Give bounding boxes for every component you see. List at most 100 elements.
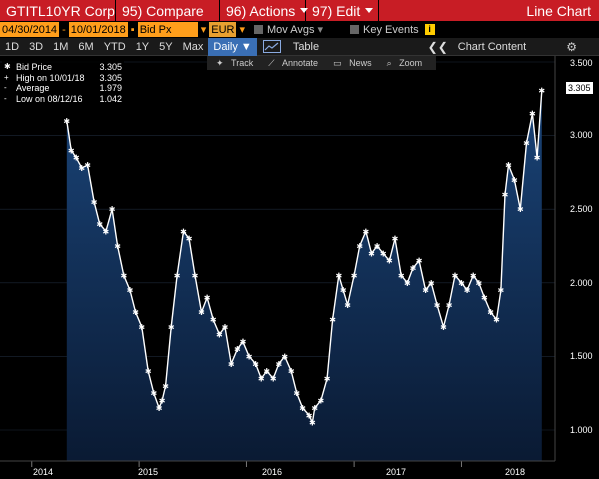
ticker-field[interactable]: GTITL10YR Corp	[0, 0, 116, 21]
data-point-marker: ✱	[68, 146, 75, 155]
range-max[interactable]: Max	[182, 40, 204, 53]
data-point-marker: ✱	[422, 286, 429, 295]
average-marker-icon: -	[4, 83, 7, 92]
legend-high-label: High on 10/01/18	[16, 72, 85, 83]
data-point-marker: ✱	[288, 367, 295, 376]
data-point-marker: ✱	[529, 110, 536, 119]
data-point-marker: ✱	[446, 301, 453, 310]
data-point-marker: ✱	[258, 374, 265, 383]
chevron-down-icon[interactable]: ▾	[200, 24, 207, 36]
x-tick-label: 2014	[33, 467, 54, 477]
data-point-marker: ✱	[517, 205, 524, 214]
data-point-marker: ✱	[502, 190, 509, 199]
compare-menu[interactable]: 95) Compare	[116, 0, 220, 21]
data-point-marker: ✱	[114, 242, 121, 251]
data-point-marker: ✱	[498, 286, 505, 295]
legend-avg-value: 1.979	[99, 83, 122, 93]
data-point-marker: ✱	[216, 330, 223, 339]
data-point-marker: ✱	[493, 316, 500, 325]
data-point-marker: ✱	[120, 271, 127, 280]
chart-area[interactable]: ✱ ✱ ✱ ✱ ✱ ✱ ✱ ✱ ✱ ✱ ✱ ✱ ✱ ✱ ✱ ✱ ✱ ✱ ✱ ✱ ✱ ✱ ✱ ✱ ✱ ✱ ✱ ✱ ✱ ✱ ✱ ✱ ✱ ✱ ✱ ✱ ✱ ✱ ✱ ✱…	[0, 56, 599, 479]
data-point-marker: ✱	[240, 338, 247, 347]
chevron-down-icon[interactable]: ▾	[317, 24, 324, 36]
data-point-marker: ✱	[386, 257, 393, 266]
chart-content-button[interactable]: Chart Content	[457, 40, 527, 53]
y-tick-label: 3.000	[570, 130, 593, 140]
collapse-chevrons-icon[interactable]: ❮❮	[427, 39, 448, 54]
data-point-marker: ✱	[234, 345, 241, 354]
end-date-field[interactable]: 10/01/2018	[68, 22, 128, 37]
actions-menu[interactable]: 96) Actions	[220, 0, 309, 21]
data-point-marker: ✱	[311, 404, 318, 413]
key-events-checkbox[interactable]	[350, 25, 360, 34]
table-button[interactable]: Table	[292, 40, 320, 53]
data-point-marker: ✱	[452, 271, 459, 280]
range-3d[interactable]: 3D	[29, 40, 44, 53]
chart-type-title: Line Chart	[526, 2, 591, 19]
series-line	[66, 90, 543, 426]
start-date-field[interactable]: 04/30/2014	[0, 22, 60, 37]
data-point-marker: ✱	[335, 271, 342, 280]
data-point-marker: ✱	[324, 374, 331, 383]
data-point-marker: ✱	[475, 279, 482, 288]
chevron-down-icon	[300, 8, 309, 13]
data-point-marker: ✱	[91, 198, 98, 207]
news-tool[interactable]: ▭ News	[333, 57, 372, 68]
range-5y[interactable]: 5Y	[159, 40, 173, 53]
data-point-marker: ✱	[210, 316, 217, 325]
edit-menu[interactable]: 97) Edit	[306, 0, 379, 21]
frequency-select[interactable]: Daily ▼	[208, 37, 257, 56]
price-chart[interactable]: ✱✱✱✱ ✱✱✱✱✱✱✱✱✱✱✱✱✱✱✱✱✱✱✱✱✱✱✱✱✱✱✱✱✱✱✱✱✱✱✱✱…	[0, 56, 599, 479]
chevron-down-icon[interactable]: ▾	[239, 24, 245, 36]
x-tick-label: 2018	[505, 467, 526, 477]
zoom-tool[interactable]: ⌕ Zoom	[386, 57, 423, 68]
data-point-marker: ✱	[428, 279, 435, 288]
info-icon[interactable]: i	[424, 24, 435, 35]
mov-avgs-checkbox[interactable]	[254, 25, 263, 34]
data-point-marker: ✱	[186, 235, 193, 244]
range-ytd[interactable]: YTD	[103, 40, 126, 53]
currency-select[interactable]: EUR	[209, 22, 237, 37]
legend-low-value: 1.042	[99, 93, 122, 104]
data-point-marker: ✱	[487, 308, 494, 317]
data-point-marker: ✱	[138, 323, 145, 332]
data-point-marker: ✱	[481, 294, 488, 303]
data-point-marker: ✱	[275, 360, 282, 369]
data-point-marker: ✱	[404, 279, 411, 288]
line-chart-icon[interactable]	[262, 40, 281, 53]
range-6m[interactable]: 6M	[78, 40, 94, 53]
track-tool[interactable]: ✦ Track	[216, 57, 254, 68]
controls-row: 04/30/2014 - 10/01/2018 ▪ Bid Px ▾ EUR ▾…	[0, 21, 599, 38]
field-select[interactable]: Bid Px	[137, 22, 198, 37]
range-1y[interactable]: 1Y	[135, 40, 150, 53]
data-point-marker: ✱	[523, 139, 530, 148]
range-1m[interactable]: 1M	[53, 40, 69, 53]
edit-label: 97) Edit	[312, 2, 361, 19]
menu-bar: GTITL10YR Corp 95) Compare 96) Actions 9…	[0, 0, 599, 21]
y-tick-label: 1.000	[570, 425, 593, 435]
data-point-marker: ✱	[363, 227, 370, 236]
data-point-marker: ✱	[464, 286, 471, 295]
y-tick-label: 3.500	[570, 58, 593, 68]
data-point-marker: ✱	[174, 271, 181, 280]
data-point-marker: ✱	[416, 257, 423, 266]
range-bar: 1D 3D 1M 6M YTD 1Y 5Y Max Daily ▼ Table …	[0, 37, 599, 56]
data-point-marker: ✱	[63, 117, 70, 126]
chevron-down-icon	[365, 8, 374, 13]
data-point-marker: ✱	[505, 161, 512, 170]
data-point-marker: ✱	[103, 227, 110, 236]
data-point-marker: ✱	[440, 323, 447, 332]
data-point-marker: ✱	[351, 271, 358, 280]
y-tick-label: 2.000	[570, 278, 593, 288]
calendar-icon[interactable]: ▪	[130, 23, 135, 36]
gear-icon[interactable]: ⚙	[566, 39, 577, 54]
data-point-marker: ✱	[398, 271, 405, 280]
data-point-marker: ✱	[538, 87, 545, 96]
data-point-marker: ✱	[534, 154, 541, 163]
annotate-tool[interactable]: ⟋ Annotate	[268, 57, 319, 68]
data-point-marker: ✱	[132, 308, 139, 317]
data-point-marker: ✱	[192, 271, 199, 280]
data-point-marker: ✱	[434, 301, 441, 310]
legend-avg-label: Average	[16, 83, 50, 93]
range-1d[interactable]: 1D	[5, 40, 20, 53]
